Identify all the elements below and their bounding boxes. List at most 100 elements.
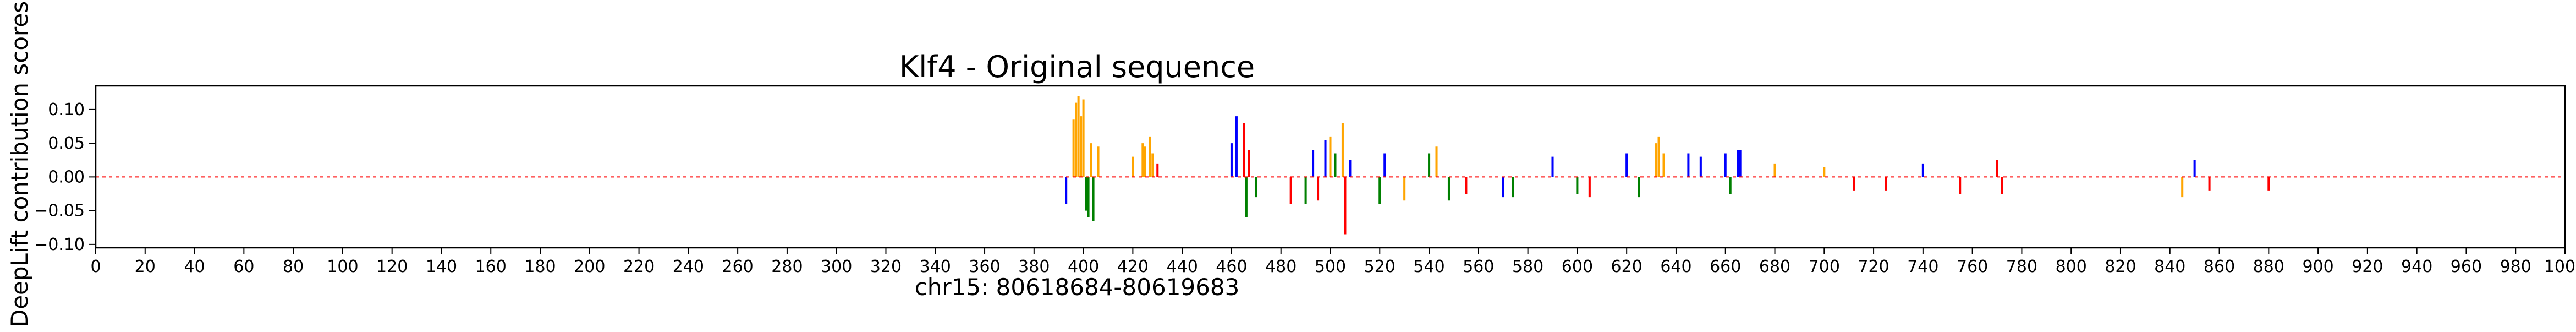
contribution-bar [1959,177,1962,194]
contribution-bar [1699,156,1702,177]
x-tick-label: 160 [475,257,507,276]
contribution-bar [1141,143,1144,177]
x-tick-label: 80 [283,257,304,276]
x-tick-label: 420 [1117,257,1149,276]
contribution-bar [1334,153,1337,177]
contribution-bar [1576,177,1579,194]
contribution-bar [1383,153,1386,177]
x-tick-label: 440 [1167,257,1198,276]
contribution-bar [1739,150,1742,177]
contribution-bar [1144,146,1146,177]
x-tick-label: 740 [1907,257,1938,276]
contribution-bar [1551,156,1554,177]
contribution-bar [1077,96,1080,177]
contribution-bar [1378,177,1381,204]
x-tick-label: 220 [623,257,655,276]
x-tick-label: 360 [969,257,1000,276]
y-axis-label: DeepLift contribution scores [6,1,33,327]
contribution-bar [1248,150,1250,177]
contribution-bar [1502,177,1504,198]
x-tick-label: 280 [771,257,803,276]
x-tick-label: 820 [2105,257,2136,276]
contribution-bar [1853,177,1855,191]
contribution-bar [1085,177,1087,211]
x-tick-label: 940 [2401,257,2432,276]
x-tick-label: 120 [376,257,408,276]
x-tick-label: 320 [870,257,902,276]
contribution-bar [1655,143,1658,177]
contribution-bar [1447,177,1450,201]
x-tick-label: 560 [1463,257,1494,276]
contribution-bar [1255,177,1257,198]
x-tick-label: 480 [1265,257,1297,276]
x-tick-label: 720 [1858,257,1889,276]
contribution-bar [2267,177,2270,191]
x-tick-label: 540 [1413,257,1444,276]
contribution-bar [1724,153,1727,177]
contribution-bar [1588,177,1591,198]
plot-frame [95,85,2566,249]
x-tick-label: 200 [574,257,605,276]
y-tick-label: −0.10 [34,235,85,254]
x-tick-label: 660 [1710,257,1741,276]
contribution-bar [1151,153,1154,177]
contribution-bar [1996,160,1998,177]
contribution-bar [1312,150,1315,177]
contribution-bar [1349,160,1352,177]
contribution-bar [1156,163,1159,177]
x-tick-label: 520 [1364,257,1396,276]
x-tick-label: 760 [1957,257,1988,276]
x-tick-label: 500 [1315,257,1346,276]
x-tick-label: 380 [1018,257,1050,276]
contribution-bar [1324,140,1327,177]
contribution-bars [1065,96,2270,235]
x-tick-label: 980 [2500,257,2531,276]
x-tick-label: 620 [1611,257,1643,276]
x-tick-label: 860 [2204,257,2235,276]
contribution-bar [1512,177,1514,198]
contribution-bar [1687,153,1690,177]
contribution-bar [2001,177,2003,194]
contribution-bar [1341,123,1344,177]
contribution-bar [1065,177,1068,204]
contribution-bar [1773,163,1776,177]
contribution-bar [1729,177,1732,194]
x-tick-label: 880 [2253,257,2284,276]
contribution-bar [1823,167,1826,177]
x-tick-label: 800 [2056,257,2087,276]
contribution-bar [1465,177,1468,194]
x-tick-label: 960 [2451,257,2482,276]
contribution-bar [2208,177,2211,191]
contribution-bar [1657,136,1660,177]
x-tick-label: 640 [1660,257,1691,276]
y-tick-label: −0.05 [34,202,85,221]
contribution-bar [1317,177,1320,201]
x-tick-label: 920 [2352,257,2383,276]
x-tick-label: 0 [90,257,101,276]
x-tick-label: 300 [821,257,852,276]
contribution-bar [1885,177,1887,191]
x-tick-label: 780 [2006,257,2037,276]
contribution-bar [1092,177,1095,221]
y-tick-label: 0.10 [48,100,85,119]
contribution-bar [1625,153,1628,177]
x-tick-label: 900 [2302,257,2333,276]
contribution-bar [1149,136,1151,177]
x-tick-label: 840 [2154,257,2185,276]
chart-title: Klf4 - Original sequence [899,50,1255,84]
contribution-bar [1921,163,1924,177]
contribution-bar [1243,123,1245,177]
contribution-bar [1344,177,1347,235]
contribution-bar [1090,143,1092,177]
x-axis-ticks: 0 20 40 60 80 100 120 140 160 180 200 220 240 260 280 3… [90,248,2576,276]
contribution-bar [1087,177,1090,217]
contribution-bar [1075,102,1078,177]
x-tick-label: 260 [722,257,754,276]
y-tick-label: 0.05 [48,134,85,153]
x-tick-label: 100 [327,257,358,276]
contribution-bar [1662,153,1665,177]
x-tick-label: 20 [135,257,156,276]
contribution-bar [1245,177,1248,217]
